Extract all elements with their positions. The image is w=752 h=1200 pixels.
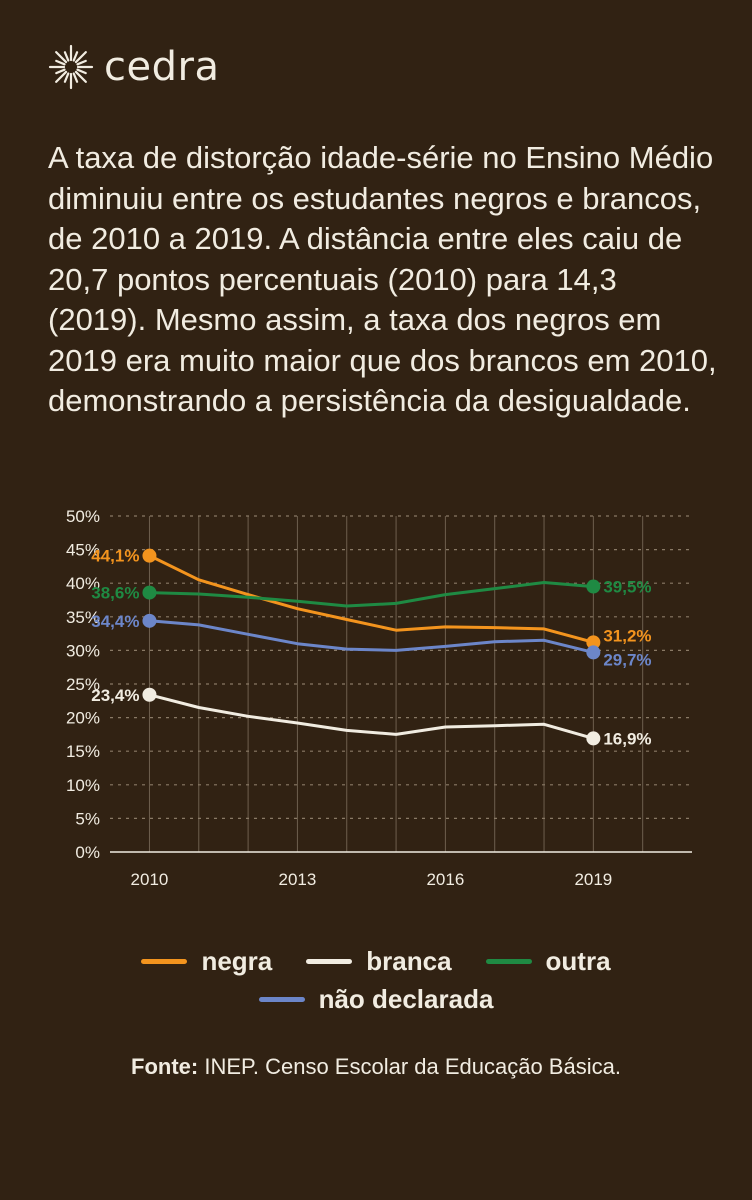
legend-swatch-branca [306, 958, 353, 964]
sun-burst-icon [48, 44, 94, 90]
line-chart: 0% 5% 10% 15% 20% 25% 30% 35% 40% 45% 50% 2010 2013 2… [66, 507, 692, 889]
y-tick-label: 5% [75, 809, 100, 828]
data-label-branca-start: 23,4% [91, 686, 139, 705]
data-point [586, 731, 601, 746]
headline: A taxa de distorção idade-série no Ensin… [48, 140, 717, 418]
data-point [586, 635, 601, 650]
series-line-não-declarada [148, 619, 595, 654]
brand-name: cedra [104, 44, 220, 90]
legend-label-negra: negra [201, 945, 273, 976]
legend-item-nao-declarada: não declarada [258, 983, 494, 1015]
data-point [142, 613, 157, 628]
y-tick-label: 40% [66, 574, 100, 593]
logo-ray [63, 51, 70, 62]
y-tick-label: 35% [66, 608, 100, 627]
source-text: INEP. Censo Escolar da Educação Básica. [198, 1054, 621, 1079]
logo-ray [72, 51, 79, 62]
legend-row-1: negra branca outra [0, 942, 752, 980]
data-point [142, 585, 157, 600]
legend-label-outra: outra [545, 945, 611, 976]
x-tick-label: 2016 [426, 870, 464, 889]
data-label-não-declarada-start: 34,4% [91, 612, 139, 631]
legend-swatch-negra [141, 958, 188, 964]
series-line-negra [148, 554, 595, 644]
x-tick-label: 2010 [131, 870, 169, 889]
data-point [142, 687, 157, 702]
data-point [586, 645, 601, 660]
legend-swatch-nao-declarada [258, 996, 305, 1002]
legend-item-branca: branca [306, 945, 452, 977]
data-point [586, 579, 601, 594]
y-tick-label: 50% [66, 507, 100, 526]
logo-ray [76, 68, 87, 75]
y-tick-label: 10% [66, 776, 100, 795]
data-label-não-declarada-end: 29,7% [603, 650, 651, 669]
brand-logo: cedra [48, 44, 219, 90]
source-prefix: Fonte: [131, 1054, 199, 1079]
legend-row-2: não declarada [0, 980, 752, 1018]
legend-label-nao-declarada: não declarada [318, 983, 494, 1014]
y-tick-label: 20% [66, 709, 100, 728]
logo-ray [63, 72, 70, 83]
data-label-outra-start: 38,6% [91, 584, 139, 603]
logo-ray [74, 70, 87, 83]
legend-label-branca: branca [366, 945, 452, 976]
logo-ray [55, 59, 66, 66]
y-tick-label: 30% [66, 641, 100, 660]
data-label-branca-end: 16,9% [603, 729, 651, 748]
logo-ray [55, 51, 68, 64]
legend: negra branca outra não declarada [0, 942, 752, 1018]
legend-item-outra: outra [485, 945, 611, 977]
y-tick-label: 45% [66, 541, 100, 560]
y-tick-label: 25% [66, 675, 100, 694]
legend-swatch-outra [485, 958, 532, 964]
source-note: Fonte: INEP. Censo Escolar da Educação B… [0, 1054, 752, 1080]
logo-ray [55, 68, 66, 75]
series-line-outra [148, 581, 595, 608]
series-line-branca [148, 693, 595, 740]
legend-item-negra: negra [141, 946, 272, 977]
data-label-negra-end: 31,2% [603, 626, 651, 645]
y-tick-label: 15% [66, 742, 100, 761]
x-tick-label: 2013 [279, 870, 317, 889]
y-tick-label: 0% [75, 843, 100, 862]
logo-ray [76, 59, 87, 66]
data-label-outra-end: 39,5% [603, 578, 651, 597]
logo-ray [55, 70, 68, 83]
logo-ray [74, 51, 87, 64]
data-point [142, 548, 157, 563]
x-tick-label: 2019 [574, 870, 612, 889]
data-label-negra-start: 44,1% [91, 547, 139, 566]
logo-ray [72, 72, 79, 83]
